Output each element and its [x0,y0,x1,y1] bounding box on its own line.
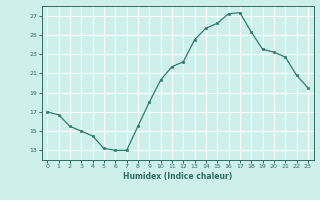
X-axis label: Humidex (Indice chaleur): Humidex (Indice chaleur) [123,172,232,181]
